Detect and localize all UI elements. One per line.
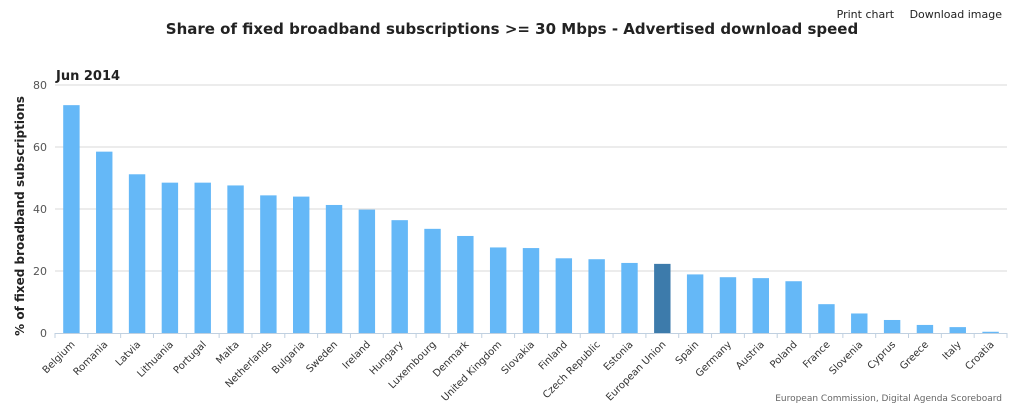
x-tick-label: Latvia <box>114 339 143 368</box>
x-tick-label: Spain <box>674 339 702 367</box>
download-image-button[interactable]: Download image <box>909 8 1002 21</box>
x-tick-label: Slovakia <box>500 339 537 376</box>
bar-latvia[interactable] <box>128 174 146 333</box>
bar-slovakia[interactable] <box>522 248 540 333</box>
x-tick-label: Greece <box>898 339 931 372</box>
bar-austria[interactable] <box>752 278 769 333</box>
bar-finland[interactable] <box>555 258 573 333</box>
x-tick-label: Poland <box>768 339 799 370</box>
x-tick-label: Bulgaria <box>270 339 307 376</box>
bar-croatia[interactable] <box>982 331 999 333</box>
x-tick-label: Czech Republic <box>541 339 603 401</box>
chart-title: Share of fixed broadband subscriptions >… <box>165 20 859 38</box>
x-tick-label: Italy <box>941 339 964 362</box>
bar-italy[interactable] <box>949 327 966 333</box>
bar-cyprus[interactable] <box>883 319 901 333</box>
bar-denmark[interactable] <box>457 235 474 333</box>
x-tick-label: European Union <box>604 339 668 403</box>
x-tick-label: Malta <box>214 339 241 366</box>
bar-malta[interactable] <box>227 185 244 333</box>
x-tick-label: Sweden <box>304 339 340 375</box>
x-tick-label: Cyprus <box>866 339 898 371</box>
y-tick-label: 20 <box>33 265 47 278</box>
bar-estonia[interactable] <box>621 262 638 333</box>
bar-spain[interactable] <box>686 274 704 333</box>
bar-hungary[interactable] <box>391 220 408 333</box>
bar-greece[interactable] <box>916 324 934 333</box>
y-tick-label: 80 <box>33 79 47 92</box>
y-tick-label: 0 <box>40 327 47 340</box>
chart-subtitle: Jun 2014 <box>55 69 120 84</box>
x-tick-label: Portugal <box>172 339 209 376</box>
credits: European Commission, Digital Agenda Scor… <box>775 394 1002 404</box>
bar-czech-republic[interactable] <box>588 259 605 333</box>
bars <box>63 105 999 334</box>
x-tick-label: Romania <box>72 339 111 378</box>
x-tick-label: Lithuania <box>135 339 176 380</box>
bar-lithuania[interactable] <box>161 182 179 333</box>
bar-netherlands[interactable] <box>260 195 277 333</box>
bar-poland[interactable] <box>785 281 802 333</box>
bar-slovenia[interactable] <box>851 313 868 333</box>
x-tick-label: Finland <box>537 339 570 372</box>
bar-ireland[interactable] <box>358 209 376 333</box>
bar-european-union[interactable] <box>654 263 671 333</box>
x-tick-label: France <box>801 339 832 370</box>
bar-portugal[interactable] <box>194 182 211 333</box>
bar-romania[interactable] <box>96 151 113 333</box>
bar-belgium[interactable] <box>63 105 80 334</box>
x-tick-label: United Kingdom <box>440 339 505 404</box>
bar-united-kingdom[interactable] <box>489 247 507 333</box>
y-axis: 0 20 40 60 80 <box>33 79 47 340</box>
print-chart-button[interactable]: Print chart <box>836 8 895 21</box>
bar-france[interactable] <box>818 304 835 333</box>
x-tick-label: Ireland <box>341 339 373 371</box>
x-tick-label: Austria <box>734 339 767 372</box>
y-tick-label: 60 <box>33 141 47 154</box>
x-tick-label: Slovenia <box>828 339 866 377</box>
x-tick-label: Croatia <box>964 339 997 372</box>
y-axis-label: % of fixed broadband subscriptions <box>13 96 27 336</box>
chart-toolbar: Print chart Download image <box>825 8 1002 21</box>
y-tick-label: 40 <box>33 203 47 216</box>
bar-sweden[interactable] <box>325 204 343 333</box>
bar-germany[interactable] <box>719 277 737 333</box>
bar-luxembourg[interactable] <box>424 228 441 333</box>
bar-bulgaria[interactable] <box>293 196 310 333</box>
x-tick-label: Germany <box>694 339 734 379</box>
